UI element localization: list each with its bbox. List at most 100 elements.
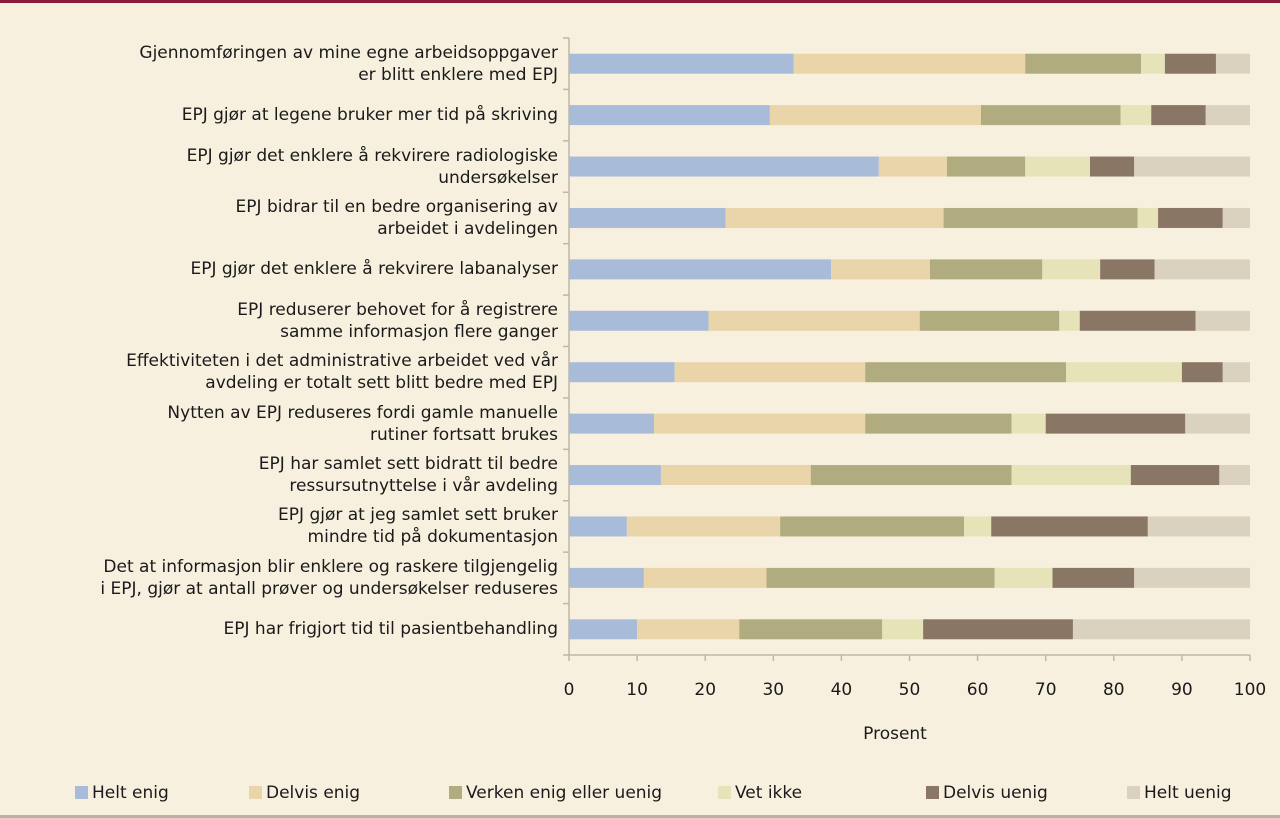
bar-segment [919, 310, 1060, 331]
bar-segment [1011, 465, 1131, 486]
legend-label: Delvis enig [266, 783, 360, 803]
bar-segment [725, 207, 944, 228]
bar-segment [569, 310, 709, 331]
bar-segment [923, 619, 1073, 640]
legend-swatch [718, 786, 731, 799]
bar-segment [1072, 619, 1250, 640]
bar-segment [1158, 207, 1223, 228]
legend-swatch [926, 786, 939, 799]
bar-segment [1052, 567, 1135, 588]
category-label: EPJ gjør at legene bruker mer tid på skr… [181, 105, 558, 126]
bar-segment [708, 310, 920, 331]
bar-segment [769, 105, 982, 126]
x-tick-label: 90 [1171, 680, 1193, 700]
bar-segment [1011, 413, 1046, 434]
bar-segment [1205, 105, 1250, 126]
x-axis-label: Prosent [863, 724, 927, 744]
x-tick-label: 20 [694, 680, 716, 700]
bar-segment [943, 207, 1138, 228]
legend-label: Vet ikke [735, 783, 802, 803]
category-label: EPJ reduserer behovet for å registrere s… [237, 299, 558, 342]
x-tick-label: 100 [1234, 680, 1266, 700]
bar-segment [1130, 465, 1220, 486]
bar-segment [1185, 413, 1250, 434]
category-label: EPJ gjør det enklere å rekvirere labanal… [190, 259, 558, 280]
bar-segment [1154, 259, 1250, 280]
bar-segment [994, 567, 1053, 588]
bar-segment [929, 259, 1043, 280]
bar-segment [831, 259, 930, 280]
legend-swatch [449, 786, 462, 799]
bar-segment [1089, 156, 1135, 177]
bar-segment [766, 567, 995, 588]
legend-swatch [75, 786, 88, 799]
bar-segment [981, 105, 1121, 126]
bar-segment [643, 567, 767, 588]
x-tick-label: 10 [626, 680, 648, 700]
bar-segment [1134, 567, 1250, 588]
bar-segment [1025, 53, 1142, 74]
bar-segment [660, 465, 811, 486]
legend-label: Verken enig eller uenig [466, 783, 662, 803]
x-tick-label: 80 [1103, 680, 1125, 700]
category-label: EPJ har samlet sett bidratt til bedre re… [258, 454, 558, 497]
bar-segment [569, 259, 832, 280]
bar-segment [1219, 465, 1250, 486]
bar-segment [569, 413, 655, 434]
bar-segment [1120, 105, 1152, 126]
category-label: EPJ bidrar til en bedre organisering av … [235, 196, 558, 239]
bar-segment [793, 53, 1026, 74]
bar-segment [1164, 53, 1216, 74]
category-label: Gjennomføringen av mine egne arbeidsoppg… [139, 42, 558, 85]
x-tick-label: 0 [564, 680, 575, 700]
bar-segment [569, 207, 726, 228]
x-tick-label: 50 [899, 680, 921, 700]
bar-segment [878, 156, 947, 177]
bar-segment [654, 413, 866, 434]
bar-segment [569, 516, 627, 537]
bar-segment [1137, 207, 1159, 228]
bar-segment [569, 619, 638, 640]
bottom-border [0, 815, 1280, 818]
bar-segment [1066, 362, 1182, 383]
bar-segment [674, 362, 866, 383]
bar-segment [1222, 207, 1250, 228]
bar-segment [637, 619, 740, 640]
bar-segment [1025, 156, 1090, 177]
category-label: Nytten av EPJ reduseres fordi gamle manu… [167, 402, 558, 445]
category-label: Effektiviteten i det administrative arbe… [126, 351, 558, 394]
bar-segment [569, 53, 794, 74]
bar-segment [946, 156, 1026, 177]
top-border [0, 0, 1280, 3]
category-label: EPJ har frigjort tid til pasientbehandli… [223, 619, 558, 640]
bar-segment [865, 362, 1067, 383]
bar-segment [569, 567, 644, 588]
bar-segment [1059, 310, 1080, 331]
bar-segment [1181, 362, 1223, 383]
bar-segment [1141, 53, 1165, 74]
bar-segment [1042, 259, 1101, 280]
legend-label: Helt enig [92, 783, 169, 803]
bar-segment [626, 516, 781, 537]
bar-segment [1147, 516, 1250, 537]
bar-segment [780, 516, 964, 537]
bar-segment [1079, 310, 1196, 331]
bar-segment [963, 516, 992, 537]
bar-segment [1151, 105, 1206, 126]
bar-segment [1215, 53, 1250, 74]
bar-segment [569, 362, 675, 383]
bar-segment [991, 516, 1148, 537]
category-label: Det at informasjon blir enklere og raske… [100, 556, 558, 599]
category-label: EPJ gjør at jeg samlet sett bruker mindr… [278, 505, 558, 548]
bar-segment [810, 465, 1012, 486]
legend-swatch [249, 786, 262, 799]
bar-segment [1222, 362, 1250, 383]
bar-segment [1045, 413, 1186, 434]
category-label: EPJ gjør det enklere å rekvirere radiolo… [186, 145, 558, 188]
bar-segment [882, 619, 924, 640]
bar-segment [1134, 156, 1250, 177]
bar-segment [865, 413, 1012, 434]
x-tick-label: 70 [1035, 680, 1057, 700]
